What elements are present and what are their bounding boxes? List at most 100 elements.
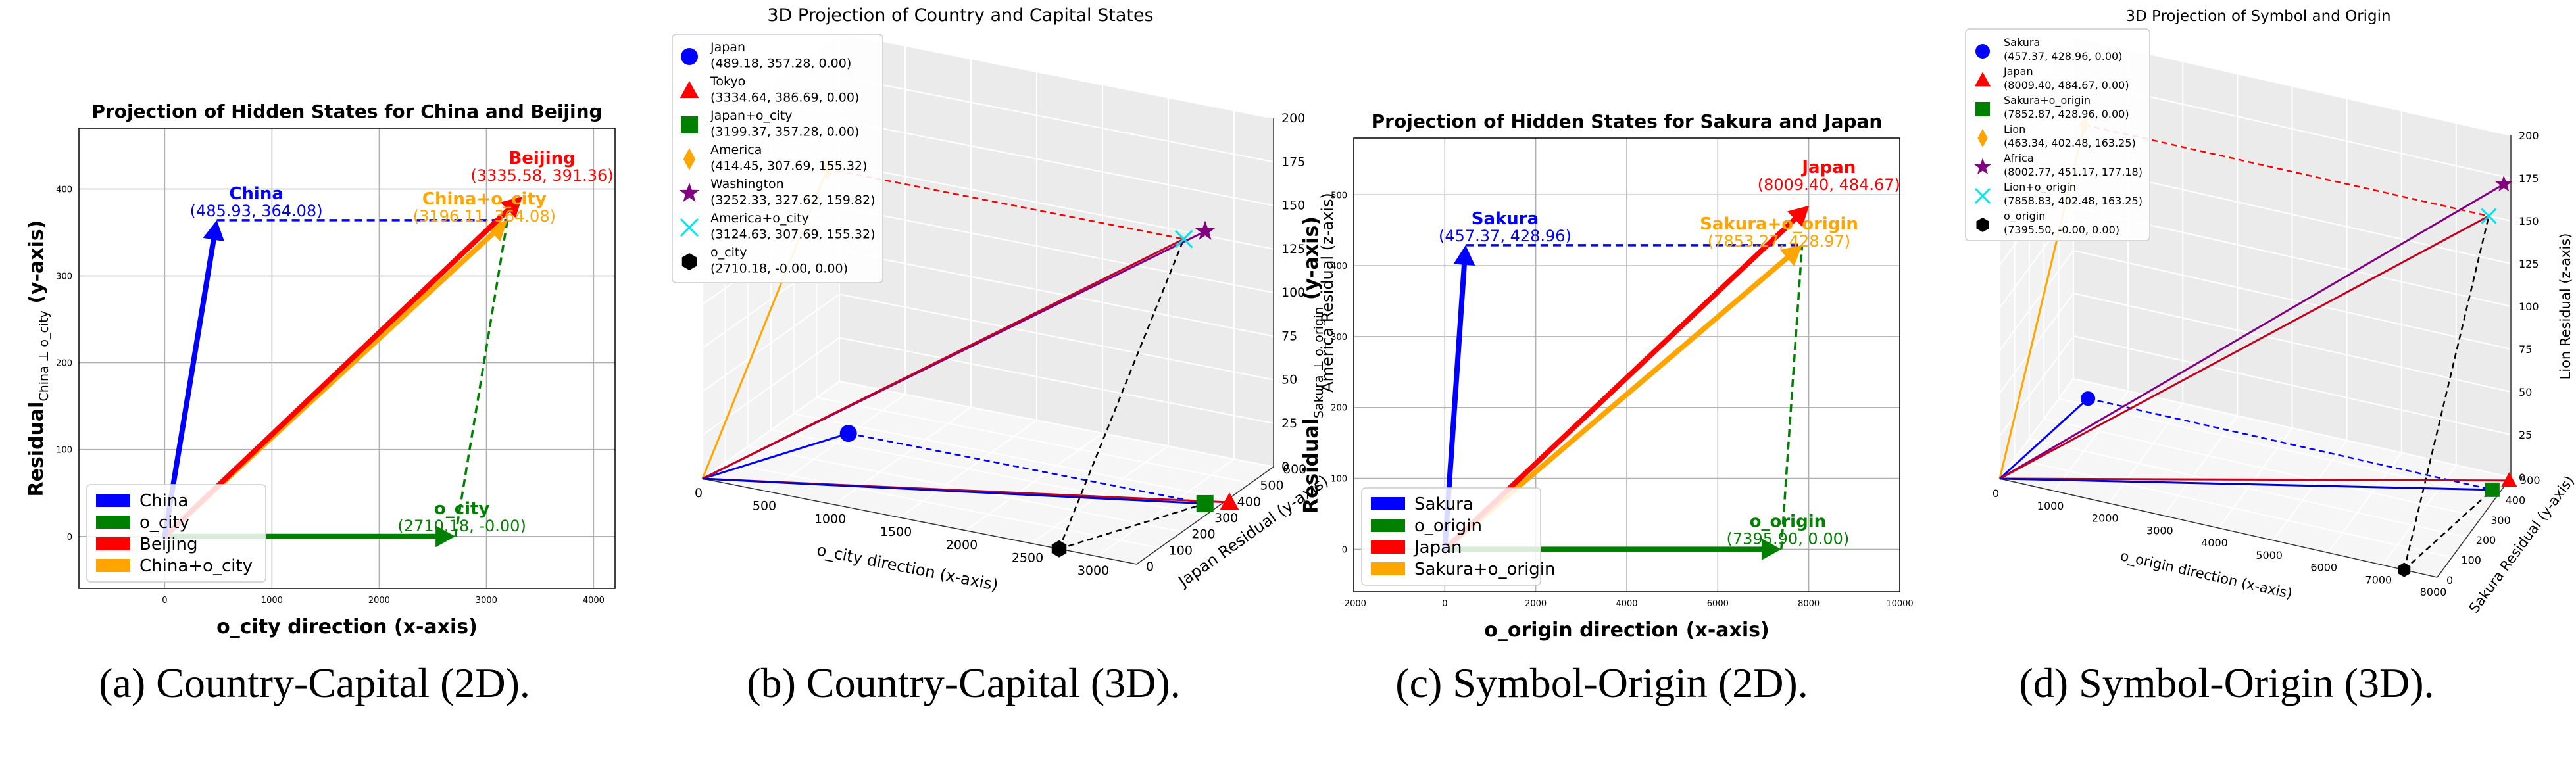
legend-label: China	[139, 491, 188, 511]
dashed-guide-base-to-sum	[2087, 397, 2493, 491]
x-tick-label: 500	[753, 499, 776, 514]
z-gridline	[1999, 249, 2512, 351]
z-tick-label: 0	[1281, 460, 1289, 474]
legend-label: o_city	[139, 513, 189, 533]
y-tick-label: 200	[2476, 534, 2496, 546]
legend-marker	[1977, 128, 1988, 148]
z-tick-label: 25	[2519, 429, 2532, 441]
legend-label: Lion	[2004, 123, 2025, 135]
y-axis-label-suffix: (y-axis)	[1300, 216, 1323, 307]
plot-area: -2000 0 2000 4000 6000 8000 10000 0 100 200 300 400…	[1331, 137, 1914, 609]
marker-Japan	[839, 425, 857, 443]
panel-symbol-origin-3d: 0100020003000400050006000700080000100200…	[1965, 8, 2576, 706]
y-tick-label: 400	[1331, 262, 1347, 272]
x-tick-label: 2500	[1012, 550, 1043, 565]
z-tick-label: 150	[1281, 199, 1305, 213]
x-tick-label: -2000	[1341, 599, 1366, 609]
y-tick-label: 0	[2446, 574, 2453, 587]
chart-title: 3D Projection of Country and Capital Sta…	[767, 5, 1153, 26]
vector-label-coord: (457.37, 428.96)	[1439, 227, 1572, 245]
x-tick-label: 2000	[368, 596, 390, 606]
x-tick-label: 2000	[1525, 599, 1547, 609]
legend-coord: (3334.64, 386.69, 0.00)	[710, 91, 859, 105]
x-tick-label: 2000	[2092, 512, 2119, 525]
legend-label: Japan	[1413, 538, 1462, 558]
z-tick-label: 75	[2519, 343, 2532, 356]
vector-label-coord: (2710.18, -0.00)	[397, 517, 526, 535]
dashed-guide-direction-to-sum	[454, 220, 509, 537]
vector-label-coord: (3196.11, 364.08)	[413, 207, 556, 226]
marker-Japan	[2501, 472, 2517, 487]
x-tick-label: 5000	[2256, 549, 2283, 562]
y-tick-label: 100	[1169, 543, 1193, 558]
legend-label: China+o_city	[139, 556, 253, 576]
axes-frame	[1353, 137, 1900, 592]
legend-label: Beijing	[139, 535, 198, 554]
dashed-guide-second-to-sum	[827, 168, 1184, 240]
legend: Japan (489.18, 357.28, 0.00) Tokyo (3334.64…	[672, 34, 883, 283]
marker-America+o_city	[1174, 229, 1193, 249]
z-gridline	[1999, 292, 2512, 394]
x-tick-label: 0	[1993, 487, 1999, 500]
legend-coord: (463.34, 402.48, 163.25)	[2004, 137, 2136, 149]
y-tick-label: 100	[2461, 554, 2481, 567]
y-tick-label: 300	[2490, 514, 2511, 527]
marker-Sakura+o_origin	[2485, 482, 2500, 497]
vector-line-Japan+o_city	[702, 477, 1205, 505]
vector-line-Sakura	[1998, 398, 2089, 480]
vector-line-Japan	[1999, 477, 2510, 482]
x-tick-label: 8000	[2420, 586, 2447, 598]
x-tick-label: 2000	[946, 538, 978, 552]
z-gridline	[1999, 377, 2512, 479]
z-tick-label: 150	[2519, 215, 2539, 228]
y-tick-label: 600	[1283, 462, 1306, 477]
legend-swatch	[1371, 497, 1405, 510]
dashed-guide-direction-to-sum	[2403, 489, 2493, 571]
y-tick-label: 400	[2506, 494, 2526, 506]
x-axis-label: o_origin direction (x-axis)	[1484, 619, 1770, 642]
legend-marker	[679, 182, 700, 203]
dashed-guide-direction-to-second-sum	[2403, 216, 2490, 570]
z-tick-label: 50	[2519, 386, 2532, 398]
legend-label: Sakura	[2004, 36, 2040, 49]
legend-marker	[681, 116, 698, 133]
x-tick-label: 1000	[2037, 500, 2064, 512]
legend-label: Japan+o_city	[710, 108, 792, 123]
y-tick-label: 300	[1331, 333, 1347, 343]
z-axis-label: America Residual (z-axis)	[1318, 193, 1337, 393]
y-tick-label: 0	[67, 533, 72, 542]
chart-title: 3D Projection of Symbol and Origin	[2125, 8, 2390, 25]
marker-Japan+o_city	[1196, 494, 1214, 512]
x-tick-label: 1000	[261, 596, 283, 606]
legend-box	[86, 484, 266, 583]
legend-marker	[1974, 72, 1991, 87]
marker-o_origin	[2398, 562, 2411, 577]
legend-coord: (8002.77, 451.17, 177.18)	[2004, 166, 2143, 178]
z-gridline	[702, 380, 1274, 479]
legend-coord: (3199.37, 357.28, 0.00)	[710, 125, 859, 139]
legend-marker	[1974, 187, 1991, 204]
legend-coord: (8009.40, 484.67, 0.00)	[2004, 79, 2129, 91]
marker-Sakura	[2081, 391, 2096, 406]
x-tick-label: 1000	[814, 512, 846, 526]
panel-country-capital-2d: 0 1000 2000 3000 4000 0 100 200 300 400 Projection…	[25, 101, 616, 706]
legend-label: o_origin	[1414, 516, 1482, 536]
y-tick-label: 500	[1331, 191, 1347, 201]
vector-label-coord: (7395.90, 0.00)	[1727, 529, 1850, 548]
z-tick-label: 175	[2519, 172, 2539, 185]
subfigure-caption: (d) Symbol-Origin (3D).	[2019, 660, 2434, 706]
vector-label-name: Sakura	[1472, 209, 1539, 229]
vector-label-coord: (7853.27, 428.97)	[1708, 232, 1850, 251]
legend-label: Tokyo	[710, 74, 745, 89]
vector-label-coord: (3335.58, 391.36)	[470, 166, 613, 185]
dashed-guide-direction-to-sum	[1058, 502, 1206, 550]
dashed-guide-direction-to-sum	[1780, 245, 1804, 550]
legend-swatch	[1371, 519, 1405, 532]
z-tick-label: 200	[2519, 130, 2539, 142]
x-tick-label: 10000	[1886, 599, 1913, 609]
y-tick-label: 300	[1214, 511, 1238, 525]
legend-swatch	[96, 516, 130, 529]
